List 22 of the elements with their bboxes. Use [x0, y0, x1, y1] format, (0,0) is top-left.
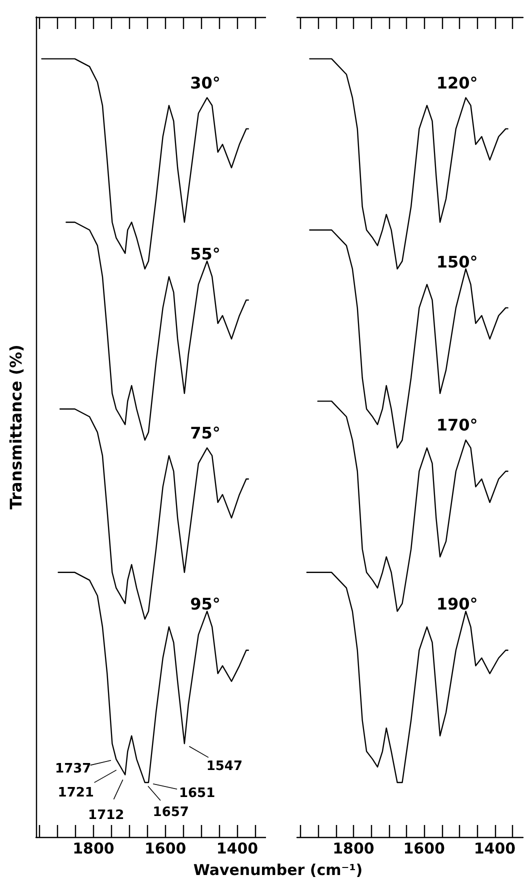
- series-label: 95°: [190, 594, 220, 614]
- series-label: 55°: [190, 244, 220, 264]
- series-label: 30°: [190, 73, 220, 92]
- series-label: 150°: [436, 252, 478, 272]
- series-label: 170°: [436, 416, 478, 435]
- y-axis-title: Transmittance (%): [6, 344, 26, 510]
- annotation: 1651: [178, 786, 216, 802]
- x-tick-label: 1400: [474, 840, 516, 858]
- annotation: 1721: [58, 785, 94, 800]
- x-tick-label: 1600: [144, 840, 186, 858]
- x-tick-label: 1600: [403, 840, 445, 858]
- series-label: 120°: [436, 73, 478, 92]
- series-label: 75°: [190, 424, 220, 443]
- x-tick-label: 1800: [72, 840, 114, 858]
- annotation: 1737: [55, 762, 92, 777]
- x-axis-title: Wavenumber (cm⁻¹): [192, 861, 364, 879]
- annotation: 1712: [88, 808, 124, 824]
- x-tick-label: 1800: [332, 840, 374, 858]
- series-label: 190°: [436, 594, 478, 614]
- annotation: 1547: [206, 759, 243, 774]
- x-tick-label: 1400: [216, 840, 258, 858]
- annotation: 1657: [152, 805, 189, 820]
